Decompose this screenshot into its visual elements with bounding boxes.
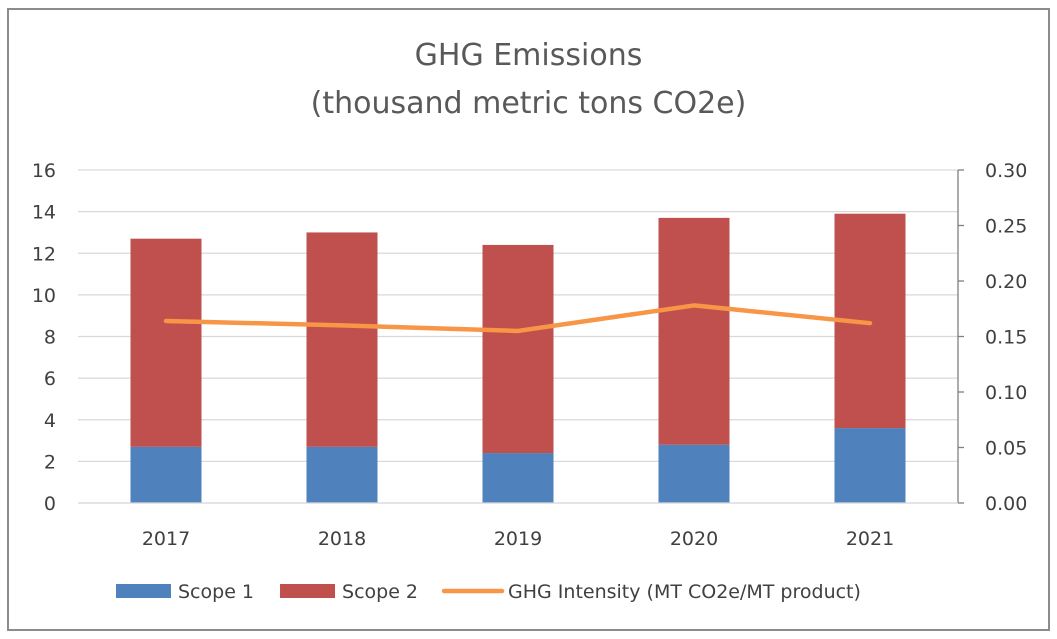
y-tick-label: 14 (32, 202, 56, 224)
legend-label: GHG Intensity (MT CO2e/MT product) (508, 581, 861, 603)
legend-swatch (116, 584, 171, 598)
x-tick-label: 2018 (318, 528, 366, 550)
line-ghg-intensity (163, 303, 873, 334)
bar-scope-1 (482, 453, 554, 503)
y2-tick-label: 0.15 (985, 327, 1027, 349)
chart-subtitle: (thousand metric tons CO2e) (310, 86, 747, 121)
chart-title: GHG Emissions (414, 38, 643, 73)
x-tick-label: 2021 (846, 528, 894, 550)
y-tick-label: 2 (44, 451, 56, 473)
bar-scope-1 (130, 446, 202, 503)
y2-tick-label: 0.10 (985, 382, 1027, 404)
bar-scope-1 (658, 444, 730, 503)
bar-scope-2 (658, 217, 730, 445)
y2-tick-label: 0.30 (985, 160, 1027, 182)
y-tick-label: 8 (44, 327, 56, 349)
y2-tick-label: 0.05 (985, 438, 1027, 460)
x-tick-label: 2019 (494, 528, 542, 550)
x-tick-label: 2020 (670, 528, 718, 550)
y-tick-label: 0 (44, 493, 56, 515)
bar-scope-2 (130, 238, 202, 447)
bar-scope-2 (482, 244, 554, 454)
y-tick-label: 4 (44, 410, 56, 432)
legend-label: Scope 2 (342, 581, 418, 603)
y-tick-label: 12 (32, 243, 56, 265)
y-tick-label: 6 (44, 368, 56, 390)
y-tick-label: 10 (32, 285, 56, 307)
y2-tick-label: 0.00 (985, 493, 1027, 515)
y-tick-label: 16 (32, 160, 56, 182)
bar-scope-2 (306, 232, 378, 447)
legend-label: Scope 1 (178, 581, 254, 603)
y2-tick-label: 0.25 (985, 216, 1027, 238)
bar-scope-1 (306, 446, 378, 503)
bar-scope-1 (834, 428, 906, 503)
y2-tick-label: 0.20 (985, 271, 1027, 293)
legend-swatch (280, 584, 336, 598)
x-tick-label: 2017 (142, 528, 190, 550)
